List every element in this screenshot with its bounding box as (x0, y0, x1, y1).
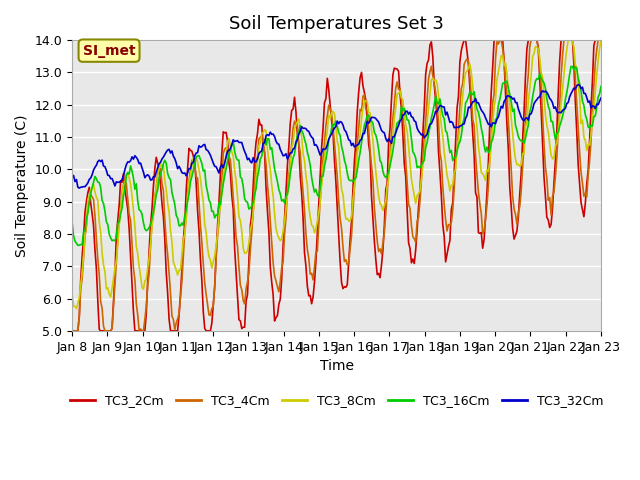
Line: TC3_4Cm: TC3_4Cm (72, 40, 601, 331)
TC3_32Cm (68, 174, 76, 180)
TC3_16Cm (74, 242, 82, 248)
TC3_32Cm (137, 160, 145, 166)
TC3_8Cm (72, 306, 80, 312)
TC3_16Cm (597, 84, 605, 89)
TC3_4Cm (338, 226, 346, 232)
TC3_16Cm (567, 63, 575, 69)
Line: TC3_2Cm: TC3_2Cm (72, 40, 601, 331)
TC3_32Cm (574, 82, 582, 87)
Line: TC3_32Cm: TC3_32Cm (72, 84, 601, 188)
TC3_8Cm (597, 37, 605, 43)
TC3_2Cm (460, 37, 468, 43)
TC3_8Cm (157, 161, 164, 167)
Line: TC3_16Cm: TC3_16Cm (72, 66, 601, 245)
TC3_8Cm (137, 273, 145, 279)
TC3_16Cm (137, 208, 145, 214)
TC3_8Cm (589, 113, 596, 119)
TC3_16Cm (589, 123, 596, 129)
Y-axis label: Soil Temperature (C): Soil Temperature (C) (15, 114, 29, 257)
TC3_2Cm (597, 37, 605, 43)
TC3_2Cm (68, 328, 76, 334)
TC3_8Cm (248, 222, 255, 228)
TC3_16Cm (458, 133, 465, 139)
Text: SI_met: SI_met (83, 44, 135, 58)
TC3_4Cm (496, 37, 504, 43)
TC3_8Cm (68, 292, 76, 298)
Legend: TC3_2Cm, TC3_4Cm, TC3_8Cm, TC3_16Cm, TC3_32Cm: TC3_2Cm, TC3_4Cm, TC3_8Cm, TC3_16Cm, TC3… (65, 389, 609, 412)
TC3_2Cm (456, 59, 464, 65)
TC3_4Cm (456, 103, 464, 109)
TC3_32Cm (589, 103, 596, 109)
TC3_32Cm (157, 159, 164, 165)
TC3_2Cm (156, 165, 163, 171)
TC3_2Cm (587, 105, 595, 111)
TC3_4Cm (246, 248, 254, 253)
TC3_4Cm (156, 165, 163, 171)
TC3_2Cm (246, 223, 254, 229)
TC3_32Cm (248, 160, 255, 166)
TC3_16Cm (339, 149, 347, 155)
TC3_4Cm (135, 327, 143, 333)
TC3_8Cm (564, 37, 572, 43)
TC3_16Cm (248, 203, 255, 209)
X-axis label: Time: Time (319, 359, 353, 373)
TC3_4Cm (597, 37, 605, 43)
TC3_32Cm (76, 185, 83, 191)
TC3_2Cm (135, 328, 143, 334)
TC3_32Cm (597, 95, 605, 101)
TC3_16Cm (68, 219, 76, 225)
TC3_32Cm (339, 122, 347, 128)
TC3_32Cm (458, 123, 465, 129)
TC3_8Cm (458, 108, 465, 113)
TC3_2Cm (338, 280, 346, 286)
TC3_4Cm (68, 328, 76, 334)
Title: Soil Temperatures Set 3: Soil Temperatures Set 3 (229, 15, 444, 33)
Line: TC3_8Cm: TC3_8Cm (72, 40, 601, 309)
TC3_4Cm (587, 138, 595, 144)
TC3_8Cm (339, 192, 347, 197)
TC3_16Cm (157, 171, 164, 177)
